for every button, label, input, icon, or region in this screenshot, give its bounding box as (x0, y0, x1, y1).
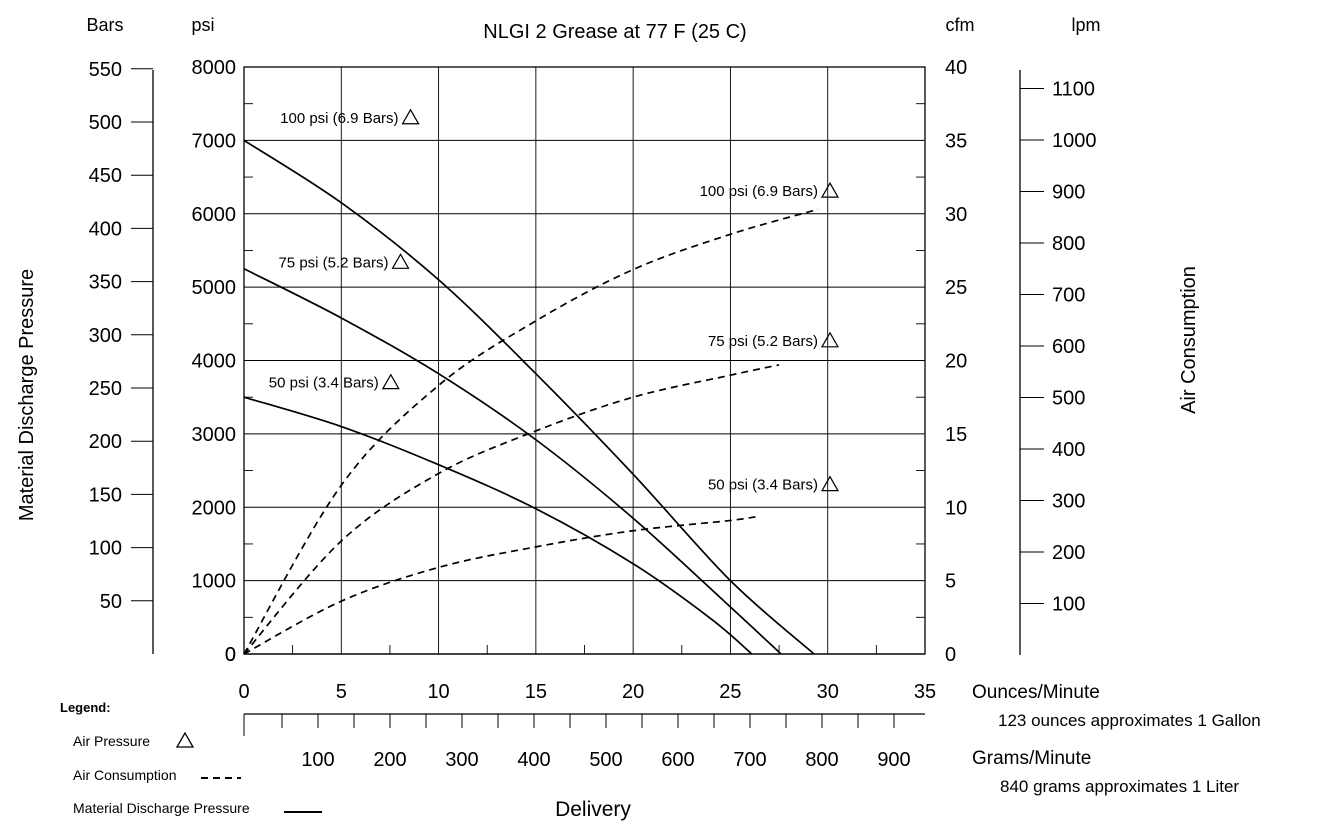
bars-tick-label: 550 (89, 59, 122, 81)
lpm-tick-label: 500 (1052, 388, 1085, 410)
ounces-tick-label: 25 (719, 681, 741, 703)
cfm-tick-label: 30 (945, 204, 967, 226)
ounces-tick-label: 5 (336, 681, 347, 703)
material-discharge-curve-1 (243, 268, 782, 655)
material-discharge-curve-2 (243, 396, 753, 655)
bars-tick-label: 0 (225, 644, 236, 666)
legend-item-air-consumption: Air Consumption (73, 767, 177, 783)
material-discharge-curve-0 (243, 139, 815, 655)
ounces-tick-label: 15 (525, 681, 547, 703)
grams-axis-note: 840 grams approximates 1 Liter (1000, 777, 1239, 796)
lpm-tick-label: 300 (1052, 491, 1085, 513)
bars-tick-label: 450 (89, 165, 122, 187)
air-pressure-triangle-icon (820, 331, 840, 348)
lpm-tick-label: 1100 (1052, 79, 1095, 101)
ounces-tick-label: 20 (622, 681, 644, 703)
bars-tick-label: 50 (100, 591, 122, 613)
grams-tick-label: 500 (589, 749, 622, 771)
lpm-tick-label: 600 (1052, 336, 1085, 358)
legend-triangle-icon (175, 731, 195, 748)
bars-tick-label: 400 (89, 218, 122, 240)
material-discharge-axis-label: Material Discharge Pressure (16, 269, 38, 521)
psi-tick-label: 3000 (192, 424, 237, 446)
curve-label: 50 psi (3.4 Bars) (708, 477, 818, 494)
air-pressure-triangle-icon (381, 373, 400, 390)
cfm-tick-label: 25 (945, 277, 967, 299)
bars-tick-label: 350 (89, 272, 122, 294)
air-pressure-triangle-icon (820, 181, 840, 198)
psi-tick-label: 5000 (192, 277, 237, 299)
axes: 0 5 10 15 20 25 30 3580007000600050004000300020… (89, 57, 1097, 771)
curve-label: 50 psi (3.4 Bars) (269, 375, 379, 392)
air-consumption-curve-5 (243, 515, 760, 655)
legend-item-air-pressure: Air Pressure (73, 733, 150, 749)
ounces-tick-label: 10 (427, 681, 449, 703)
curve-label: 75 psi (5.2 Bars) (708, 333, 818, 350)
grams-tick-label: 700 (733, 749, 766, 771)
legend: Legend: Air Pressure Air Consumption Mat… (60, 700, 322, 816)
lpm-tick-label: 400 (1052, 439, 1085, 461)
bars-tick-label: 500 (89, 112, 122, 134)
grams-tick-label: 900 (877, 749, 910, 771)
psi-tick-label: 1000 (192, 571, 237, 593)
air-consumption-curve-4 (243, 364, 780, 655)
air-pressure-triangle-icon (820, 475, 840, 492)
legend-item-material-discharge: Material Discharge Pressure (73, 800, 250, 816)
ounces-axis-note: 123 ounces approximates 1 Gallon (998, 711, 1261, 730)
bars-tick-label: 200 (89, 431, 122, 453)
grams-axis-label: Grams/Minute (972, 748, 1091, 769)
curve-labels: 100 psi (6.9 Bars) 75 psi (5.2 Bars) 50 ps… (269, 108, 840, 494)
cfm-unit-label: cfm (946, 15, 975, 35)
psi-unit-label: psi (191, 15, 214, 35)
curve-label: 100 psi (6.9 Bars) (700, 183, 818, 200)
ounces-tick-label: 0 (238, 681, 249, 703)
cfm-tick-label: 20 (945, 351, 967, 373)
grams-tick-label: 600 (661, 749, 694, 771)
lpm-tick-label: 900 (1052, 182, 1085, 204)
psi-tick-label: 4000 (192, 351, 237, 373)
cfm-tick-label: 35 (945, 130, 967, 152)
grams-tick-label: 100 (301, 749, 334, 771)
curve-label: 100 psi (6.9 Bars) (280, 110, 398, 127)
lpm-unit-label: lpm (1071, 15, 1100, 35)
legend-title: Legend: (60, 700, 111, 715)
cfm-tick-label: 10 (945, 497, 967, 519)
chart-title: NLGI 2 Grease at 77 F (25 C) (483, 21, 746, 43)
psi-tick-label: 2000 (192, 497, 237, 519)
lpm-tick-label: 1000 (1052, 130, 1097, 152)
ounces-tick-label: 35 (914, 681, 936, 703)
psi-tick-label: 7000 (192, 130, 237, 152)
grams-tick-label: 400 (517, 749, 550, 771)
bars-tick-label: 300 (89, 325, 122, 347)
lpm-tick-label: 700 (1052, 285, 1085, 307)
grams-tick-label: 300 (445, 749, 478, 771)
bars-tick-label: 250 (89, 378, 122, 400)
air-pressure-triangle-icon (391, 253, 410, 269)
delivery-axis-label: Delivery (555, 798, 631, 821)
lpm-tick-label: 100 (1052, 594, 1085, 616)
ounces-tick-label: 30 (817, 681, 839, 703)
cfm-tick-label: 5 (945, 571, 956, 593)
grams-tick-label: 800 (805, 749, 838, 771)
grid (243, 66, 926, 655)
cfm-tick-label: 15 (945, 424, 967, 446)
bars-unit-label: Bars (86, 15, 123, 35)
psi-tick-label: 8000 (192, 57, 237, 79)
bars-tick-label: 150 (89, 484, 122, 506)
air-pressure-triangle-icon (401, 108, 420, 125)
air-consumption-axis-label: Air Consumption (1178, 266, 1200, 414)
cfm-tick-label: 0 (945, 644, 956, 666)
bars-tick-label: 100 (89, 538, 122, 560)
psi-tick-label: 6000 (192, 204, 237, 226)
lpm-tick-label: 200 (1052, 542, 1085, 564)
grams-tick-label: 200 (373, 749, 406, 771)
lpm-tick-label: 800 (1052, 233, 1085, 255)
psi-tick-label: 0 (225, 644, 236, 666)
series-layer (243, 139, 819, 655)
ounces-axis-label: Ounces/Minute (972, 682, 1100, 703)
cfm-tick-label: 40 (945, 57, 967, 79)
air-consumption-curve-3 (243, 208, 819, 655)
curve-label: 75 psi (5.2 Bars) (278, 254, 388, 271)
